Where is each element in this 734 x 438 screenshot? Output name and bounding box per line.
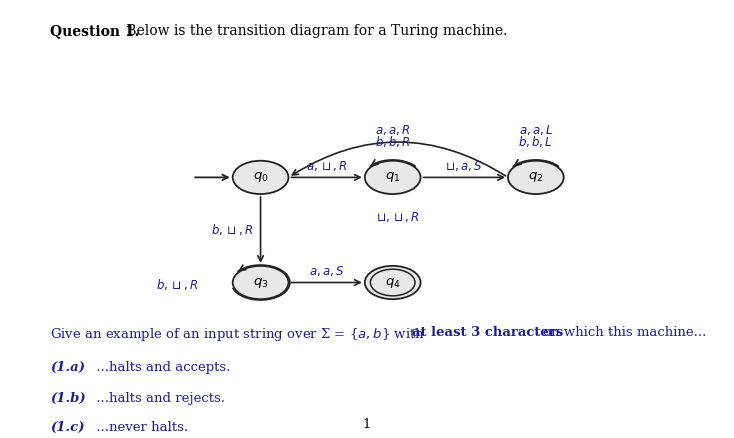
Text: at least 3 characters: at least 3 characters bbox=[412, 326, 563, 339]
Circle shape bbox=[233, 161, 288, 194]
Text: $q_4$: $q_4$ bbox=[385, 276, 401, 290]
Text: $q_0$: $q_0$ bbox=[252, 170, 269, 184]
Circle shape bbox=[365, 266, 421, 299]
Text: (1.b): (1.b) bbox=[50, 392, 86, 405]
Text: on which this machine...: on which this machine... bbox=[539, 326, 706, 339]
Text: ...halts and accepts.: ...halts and accepts. bbox=[92, 361, 231, 374]
Circle shape bbox=[365, 161, 421, 194]
Text: $b, b, L$: $b, b, L$ bbox=[518, 134, 553, 149]
Text: $a, \sqcup, R$: $a, \sqcup, R$ bbox=[305, 159, 348, 173]
Text: $q_2$: $q_2$ bbox=[528, 170, 543, 184]
Text: $b, \sqcup, R$: $b, \sqcup, R$ bbox=[156, 277, 199, 292]
Text: ...halts and rejects.: ...halts and rejects. bbox=[92, 392, 225, 405]
Text: 1: 1 bbox=[363, 418, 371, 431]
Text: Give an example of an input string over Σ = {$a, b$} with: Give an example of an input string over … bbox=[50, 326, 425, 343]
Text: $a, a, S$: $a, a, S$ bbox=[309, 264, 344, 278]
Text: (1.a): (1.a) bbox=[50, 361, 85, 374]
Text: $b, \sqcup, R$: $b, \sqcup, R$ bbox=[211, 223, 253, 237]
Text: Below is the transition diagram for a Turing machine.: Below is the transition diagram for a Tu… bbox=[122, 24, 507, 38]
Text: $b, b, R$: $b, b, R$ bbox=[374, 134, 411, 149]
Circle shape bbox=[508, 161, 564, 194]
Text: (1.c): (1.c) bbox=[50, 421, 84, 434]
Text: $q_1$: $q_1$ bbox=[385, 170, 400, 184]
Text: $q_3$: $q_3$ bbox=[252, 276, 269, 290]
Text: ...never halts.: ...never halts. bbox=[92, 421, 189, 434]
Text: $a, a, R$: $a, a, R$ bbox=[375, 123, 410, 137]
Circle shape bbox=[233, 266, 288, 299]
Text: $a, a, L$: $a, a, L$ bbox=[519, 123, 553, 137]
Text: Question 1.: Question 1. bbox=[50, 24, 139, 38]
Text: $\sqcup, a, S$: $\sqcup, a, S$ bbox=[446, 159, 483, 173]
Text: $\sqcup, \sqcup, R$: $\sqcup, \sqcup, R$ bbox=[377, 210, 420, 224]
